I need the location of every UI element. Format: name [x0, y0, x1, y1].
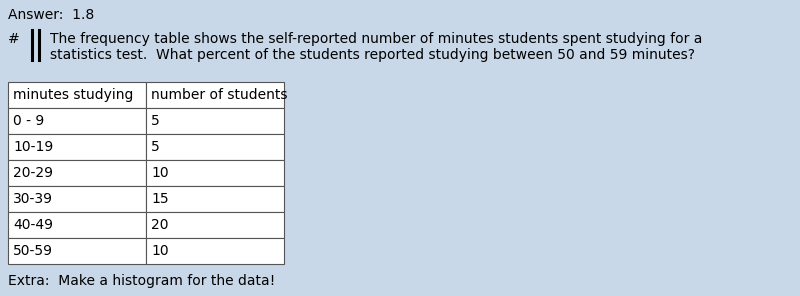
Bar	[8, 82, 146, 108]
Text: number of students: number of students	[151, 88, 287, 102]
Text: 20: 20	[151, 218, 169, 232]
Text: #: #	[8, 32, 20, 46]
Bar	[146, 108, 284, 134]
Bar	[146, 160, 284, 186]
Text: 5: 5	[151, 140, 160, 154]
Text: 5: 5	[151, 114, 160, 128]
Text: Answer:  1.8: Answer: 1.8	[8, 8, 94, 22]
Bar	[146, 186, 284, 212]
Bar	[146, 238, 284, 264]
Text: 40-49: 40-49	[13, 218, 53, 232]
Bar	[146, 134, 284, 160]
Text: statistics test.  What percent of the students reported studying between 50 and : statistics test. What percent of the stu…	[50, 48, 695, 62]
Text: 20-29: 20-29	[13, 166, 53, 180]
Text: 10: 10	[151, 166, 169, 180]
Text: 50-59: 50-59	[13, 244, 53, 258]
Text: 30-39: 30-39	[13, 192, 53, 206]
Bar	[146, 212, 284, 238]
Bar	[8, 108, 146, 134]
Bar	[8, 238, 146, 264]
Text: 10: 10	[151, 244, 169, 258]
Bar	[8, 160, 146, 186]
Text: Extra:  Make a histogram for the data!: Extra: Make a histogram for the data!	[8, 274, 275, 288]
Text: 0 - 9: 0 - 9	[13, 114, 44, 128]
Bar	[8, 212, 146, 238]
Text: 15: 15	[151, 192, 169, 206]
Text: The frequency table shows the self-reported number of minutes students spent stu: The frequency table shows the self-repor…	[50, 32, 702, 46]
Bar	[8, 134, 146, 160]
Text: minutes studying: minutes studying	[13, 88, 134, 102]
Bar	[8, 186, 146, 212]
Bar	[146, 82, 284, 108]
Text: 10-19: 10-19	[13, 140, 54, 154]
